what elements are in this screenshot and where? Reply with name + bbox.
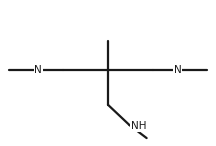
Text: N: N [34, 65, 42, 75]
Text: NH: NH [130, 121, 146, 131]
Text: N: N [174, 65, 182, 75]
